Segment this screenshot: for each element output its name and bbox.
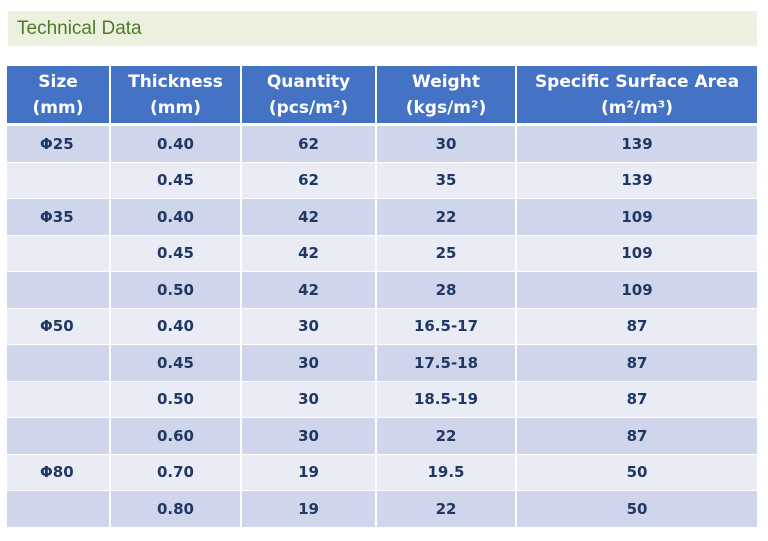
- cell-quantity: 42: [242, 199, 377, 236]
- cell-surface-area: 50: [517, 491, 757, 528]
- section-title-bar: Technical Data: [8, 11, 757, 46]
- table-row: 0.80 19 22 50: [7, 491, 757, 528]
- cell-quantity: 62: [242, 162, 377, 199]
- cell-surface-area: 87: [517, 308, 757, 345]
- header-thickness: Thickness (mm): [111, 66, 242, 126]
- section-title: Technical Data: [17, 18, 142, 39]
- header-label: Weight: [412, 71, 480, 92]
- table-row: 0.50 42 28 109: [7, 272, 757, 309]
- cell-quantity: 30: [242, 418, 377, 455]
- header-specific-surface-area: Specific Surface Area (m²/m³): [517, 66, 757, 126]
- cell-thickness: 0.45: [111, 162, 242, 199]
- cell-quantity: 19: [242, 454, 377, 491]
- table-row: Φ35 0.40 42 22 109: [7, 199, 757, 236]
- cell-size: Φ50: [7, 308, 111, 345]
- cell-weight: 22: [377, 418, 517, 455]
- header-unit: (mm): [150, 97, 201, 118]
- cell-weight: 35: [377, 162, 517, 199]
- cell-size: [7, 235, 111, 272]
- header-label: Specific Surface Area: [534, 71, 740, 92]
- cell-thickness: 0.40: [111, 308, 242, 345]
- cell-weight: 17.5-18: [377, 345, 517, 382]
- table-row: Φ50 0.40 30 16.5-17 87: [7, 308, 757, 345]
- cell-quantity: 30: [242, 345, 377, 382]
- table-row: Φ80 0.70 19 19.5 50: [7, 454, 757, 491]
- technical-data-table: Size (mm) Thickness (mm) Quantity (pcs/m²) …: [7, 66, 757, 528]
- cell-surface-area: 87: [517, 418, 757, 455]
- table-row: 0.60 30 22 87: [7, 418, 757, 455]
- cell-thickness: 0.40: [111, 126, 242, 163]
- cell-size: [7, 162, 111, 199]
- header-unit: (m²/m³): [600, 97, 674, 118]
- cell-quantity: 30: [242, 308, 377, 345]
- header-unit: (kgs/m²): [405, 97, 487, 118]
- header-unit: (mm): [32, 97, 84, 118]
- cell-quantity: 30: [242, 381, 377, 418]
- cell-quantity: 42: [242, 272, 377, 309]
- header-size: Size (mm): [7, 66, 111, 126]
- cell-weight: 19.5: [377, 454, 517, 491]
- cell-size: [7, 491, 111, 528]
- cell-size: Φ35: [7, 199, 111, 236]
- cell-surface-area: 109: [517, 199, 757, 236]
- cell-thickness: 0.60: [111, 418, 242, 455]
- table-row: 0.45 30 17.5-18 87: [7, 345, 757, 382]
- table-row: 0.45 62 35 139: [7, 162, 757, 199]
- cell-size: [7, 272, 111, 309]
- cell-size: [7, 381, 111, 418]
- header-label: Quantity: [266, 71, 351, 92]
- cell-weight: 25: [377, 235, 517, 272]
- cell-thickness: 0.45: [111, 345, 242, 382]
- cell-surface-area: 87: [517, 381, 757, 418]
- cell-weight: 30: [377, 126, 517, 163]
- table-row: Φ25 0.40 62 30 139: [7, 126, 757, 163]
- header-weight: Weight (kgs/m²): [377, 66, 517, 126]
- cell-quantity: 42: [242, 235, 377, 272]
- cell-weight: 22: [377, 491, 517, 528]
- cell-thickness: 0.40: [111, 199, 242, 236]
- header-label: Size: [38, 71, 78, 92]
- header-row: Size (mm) Thickness (mm) Quantity (pcs/m²) …: [7, 66, 757, 126]
- cell-surface-area: 109: [517, 235, 757, 272]
- cell-thickness: 0.80: [111, 491, 242, 528]
- cell-quantity: 19: [242, 491, 377, 528]
- table-row: 0.45 42 25 109: [7, 235, 757, 272]
- cell-size: Φ25: [7, 126, 111, 163]
- cell-weight: 18.5-19: [377, 381, 517, 418]
- cell-thickness: 0.45: [111, 235, 242, 272]
- cell-thickness: 0.50: [111, 272, 242, 309]
- cell-quantity: 62: [242, 126, 377, 163]
- header-unit: (pcs/m²): [268, 97, 349, 118]
- cell-size: [7, 418, 111, 455]
- cell-thickness: 0.70: [111, 454, 242, 491]
- header-quantity: Quantity (pcs/m²): [242, 66, 377, 126]
- cell-weight: 28: [377, 272, 517, 309]
- cell-size: [7, 345, 111, 382]
- cell-surface-area: 87: [517, 345, 757, 382]
- cell-surface-area: 109: [517, 272, 757, 309]
- table-row: 0.50 30 18.5-19 87: [7, 381, 757, 418]
- cell-thickness: 0.50: [111, 381, 242, 418]
- cell-surface-area: 50: [517, 454, 757, 491]
- cell-weight: 22: [377, 199, 517, 236]
- cell-size: Φ80: [7, 454, 111, 491]
- cell-surface-area: 139: [517, 126, 757, 163]
- header-label: Thickness: [128, 71, 223, 92]
- cell-surface-area: 139: [517, 162, 757, 199]
- cell-weight: 16.5-17: [377, 308, 517, 345]
